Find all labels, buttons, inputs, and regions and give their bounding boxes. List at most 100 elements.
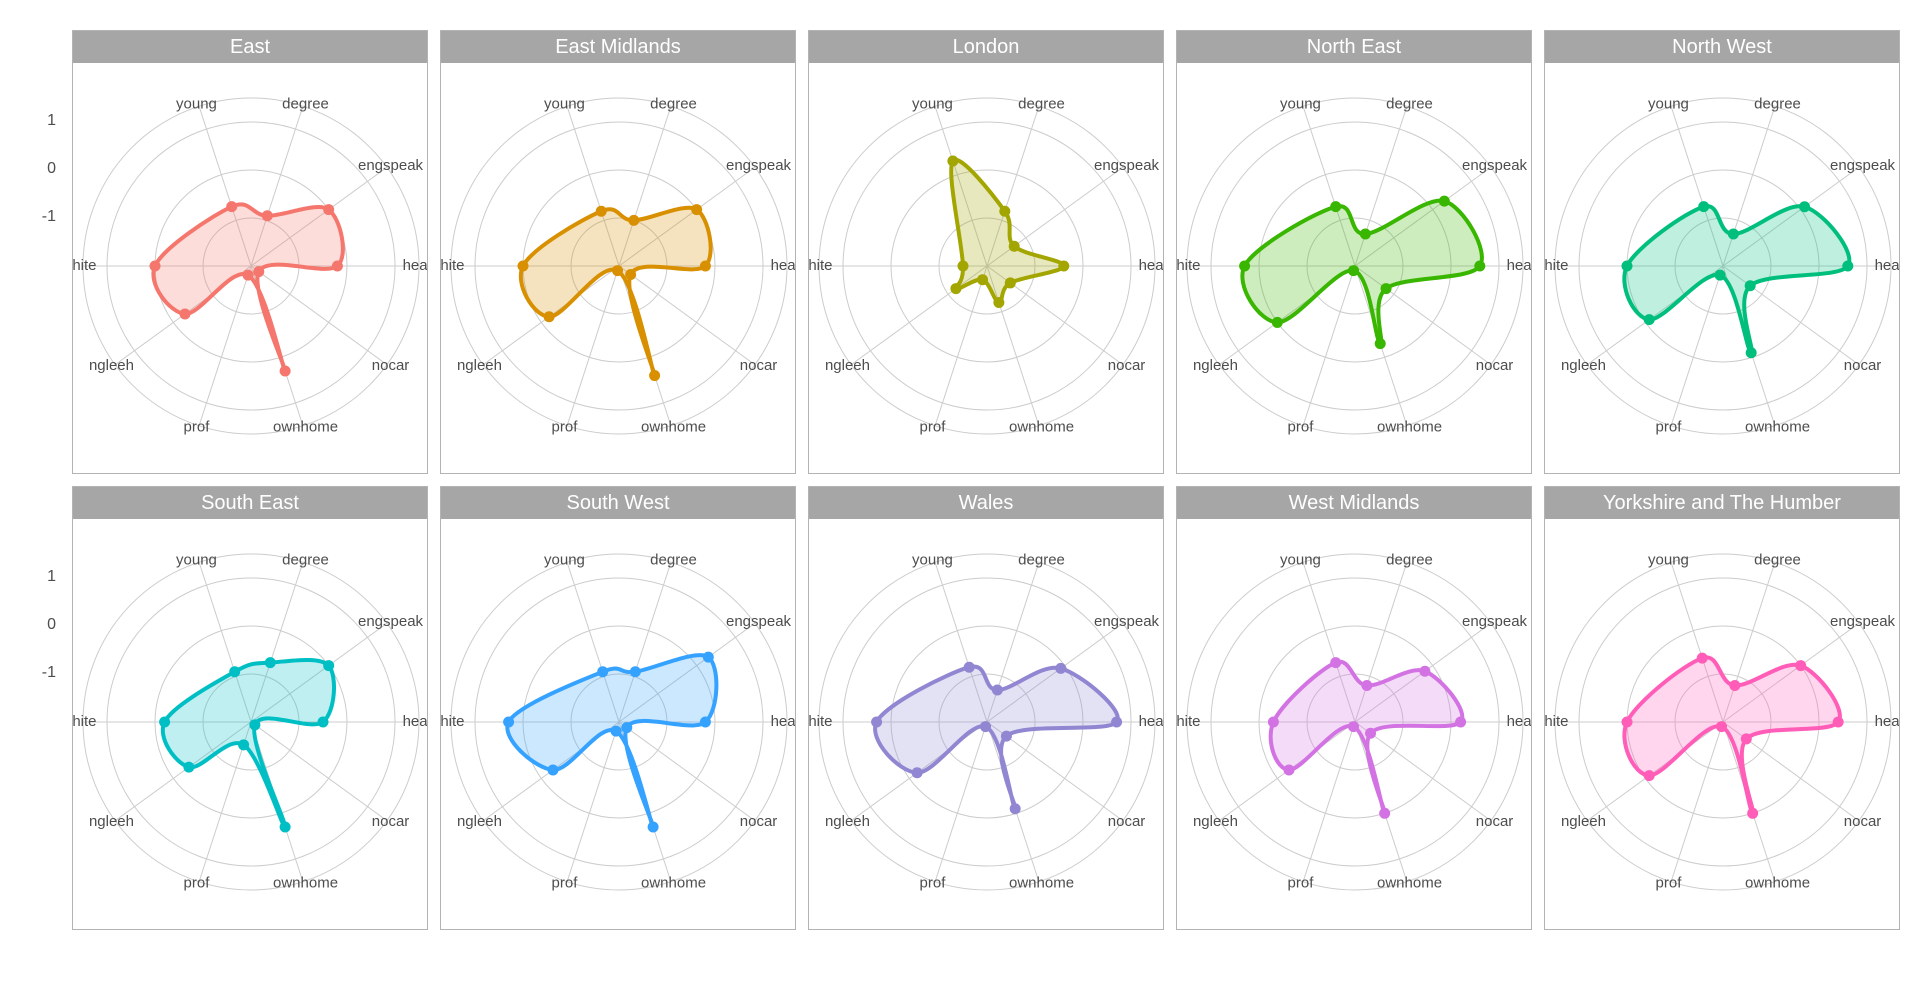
radar-series-point (1644, 770, 1655, 781)
axis-label-young: young (544, 95, 585, 112)
facet-body: degreeengspeakhealthnocarownhomeprofngle… (809, 63, 1163, 473)
axis-label-engspeak: engspeak (358, 613, 424, 630)
radar-series-point (999, 206, 1010, 217)
axis-label-nocar: nocar (372, 813, 410, 830)
radar-series-point (253, 266, 264, 277)
axis-label-ownhome: ownhome (1377, 419, 1442, 436)
radar-series-point (280, 821, 291, 832)
axis-label-prof: prof (1656, 875, 1683, 892)
axis-label-degree: degree (1754, 95, 1801, 112)
axis-label-singleeh: ngleeh (1561, 357, 1606, 374)
facet-panel: Eastdegreeengspeakhealthnocarownhomeprof… (72, 30, 428, 474)
radar-series-point (323, 660, 334, 671)
radar-series-area (153, 204, 343, 371)
radar-series-point (1715, 270, 1726, 281)
y-tick-label: 1 (47, 568, 56, 586)
radial-spoke (619, 722, 755, 821)
radar-series-point (958, 261, 969, 272)
radar-series-point (1111, 717, 1122, 728)
axis-label-nocar: nocar (1476, 357, 1514, 374)
axis-label-health: health (1875, 713, 1900, 730)
facet-body: degreeengspeakhealthnocarownhomeprofngle… (441, 63, 795, 473)
axis-label-degree: degree (282, 95, 329, 112)
radar-series-point (318, 717, 329, 728)
axis-label-degree: degree (650, 551, 697, 568)
axis-label-white: white (1545, 713, 1569, 730)
axis-label-degree: degree (1386, 551, 1433, 568)
axis-label-ownhome: ownhome (1377, 875, 1442, 892)
radar-series-point (1239, 261, 1250, 272)
radar-series-point (625, 269, 636, 280)
axis-label-prof: prof (552, 875, 579, 892)
radar-series-point (226, 201, 237, 212)
axis-label-young: young (1648, 551, 1689, 568)
radar-series-point (1745, 280, 1756, 291)
axis-label-health: health (1139, 713, 1164, 730)
axis-label-nocar: nocar (740, 813, 778, 830)
radar-series-point (1746, 347, 1757, 358)
radar-series-point (1795, 660, 1806, 671)
axis-label-health: health (1139, 257, 1164, 274)
axis-label-young: young (176, 551, 217, 568)
radar-series-point (238, 739, 249, 750)
radar-series-point (265, 657, 276, 668)
radar-series-point (243, 270, 254, 281)
axis-label-nocar: nocar (1108, 357, 1146, 374)
radar-series-point (150, 261, 161, 272)
radar-series-point (1729, 680, 1740, 691)
axis-label-engspeak: engspeak (1094, 157, 1160, 174)
axis-label-ownhome: ownhome (641, 875, 706, 892)
axis-label-engspeak: engspeak (1830, 157, 1896, 174)
radar-series-point (700, 261, 711, 272)
facet-title: South East (73, 487, 427, 519)
y-tick-label: 1 (47, 112, 56, 130)
radar-series-area (1624, 206, 1849, 353)
axis-label-degree: degree (1018, 95, 1065, 112)
facet-panel: East Midlandsdegreeengspeakhealthnocarow… (440, 30, 796, 474)
radar-series-point (1741, 733, 1752, 744)
radar-series-point (544, 311, 555, 322)
axis-label-health: health (1507, 257, 1532, 274)
axis-label-young: young (912, 95, 953, 112)
axis-label-nocar: nocar (1844, 357, 1882, 374)
axis-label-white: white (809, 257, 833, 274)
facet-title: Wales (809, 487, 1163, 519)
radar-series-point (596, 206, 607, 217)
radar-series-point (1360, 229, 1371, 240)
axis-label-white: white (1177, 257, 1201, 274)
radial-spoke (251, 722, 387, 821)
axis-label-health: health (771, 713, 796, 730)
facet-panel: Walesdegreeengspeakhealthnocarownhomepro… (808, 486, 1164, 930)
facet-panel: Yorkshire and The Humberdegreeengspeakhe… (1544, 486, 1900, 930)
axis-label-prof: prof (920, 419, 947, 436)
axis-label-health: health (403, 257, 428, 274)
radar-series-point (323, 204, 334, 215)
radar-series-point (1348, 721, 1359, 732)
radar-series-point (950, 283, 961, 294)
radar-series-point (280, 365, 291, 376)
axis-label-singleeh: ngleeh (825, 813, 870, 830)
radar-series-point (1747, 808, 1758, 819)
axis-label-white: white (1545, 257, 1569, 274)
axis-label-prof: prof (1288, 875, 1315, 892)
radar-series-point (1799, 201, 1810, 212)
radar-series-point (183, 762, 194, 773)
facet-title: West Midlands (1177, 487, 1531, 519)
axis-label-degree: degree (1018, 551, 1065, 568)
axis-label-nocar: nocar (1108, 813, 1146, 830)
facet-panel: South Eastdegreeengspeakhealthnocarownho… (72, 486, 428, 930)
radar-series-point (1272, 317, 1283, 328)
facet-title: London (809, 31, 1163, 63)
facet-body: degreeengspeakhealthnocarownhomeprofngle… (441, 519, 795, 929)
radar-series-point (1381, 283, 1392, 294)
axis-label-engspeak: engspeak (726, 157, 792, 174)
radar-series-point (1283, 764, 1294, 775)
radar-series-area (521, 208, 711, 376)
radar-series-point (648, 821, 659, 832)
facet-title: North East (1177, 31, 1531, 63)
axis-label-health: health (771, 257, 796, 274)
radar-series-point (1005, 277, 1016, 288)
facet-body: degreeengspeakhealthnocarownhomeprofngle… (1545, 519, 1899, 929)
radar-series-point (249, 719, 260, 730)
axis-label-singleeh: ngleeh (1193, 357, 1238, 374)
